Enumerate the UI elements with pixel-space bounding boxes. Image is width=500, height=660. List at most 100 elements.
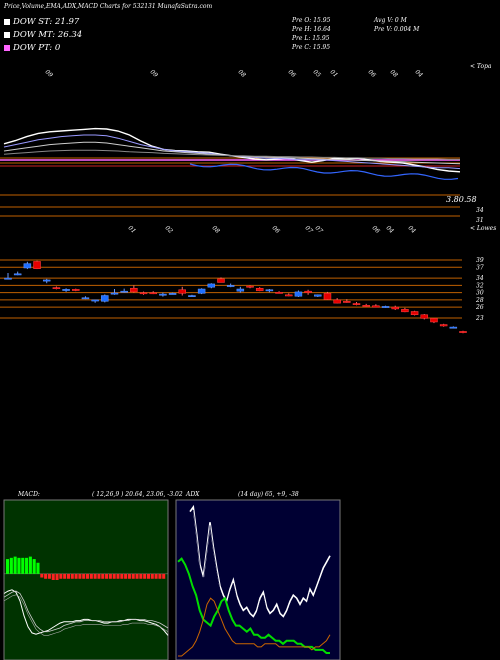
candle-body: [207, 283, 216, 288]
candle-body: [430, 318, 438, 323]
lower-date-label: 07: [314, 224, 324, 234]
candle-body: [459, 331, 467, 333]
candle-body: [439, 324, 448, 327]
lower-date-label: 06: [271, 224, 281, 234]
price-tick-label: 39: [476, 257, 484, 264]
macd-histogram-bar: [82, 573, 86, 579]
ema-line: [3, 149, 460, 160]
top-date-label: 01: [329, 68, 339, 78]
candle-body: [149, 292, 157, 295]
quote-close: Pre C: 15.95: [292, 44, 331, 51]
candle-body: [343, 301, 351, 303]
macd-histogram-bar: [93, 573, 97, 579]
candle-body: [62, 289, 70, 291]
top-date-label: 09: [149, 68, 159, 78]
macd-histogram-bar: [89, 573, 93, 579]
lower-date-label: 07: [304, 224, 314, 234]
price-tick-label: 23: [475, 315, 484, 322]
top-date-label: 08: [237, 68, 247, 78]
macd-histogram-bar: [74, 573, 78, 579]
top-price-label: 3.80.58: [446, 195, 477, 204]
lower-date-label: 02: [164, 224, 174, 234]
macd-histogram-bar: [108, 573, 112, 579]
candle-body: [188, 295, 196, 297]
macd-histogram-bar: [124, 573, 128, 579]
price-tick-label: 37: [476, 264, 484, 271]
candle-body: [275, 292, 283, 294]
macd-line: [3, 589, 169, 636]
candle-body: [381, 306, 390, 308]
price-tick-label: 30: [476, 290, 484, 297]
macd-histogram-bar: [135, 573, 139, 579]
macd-histogram-bar: [70, 573, 74, 579]
macd-histogram-bar: [55, 573, 59, 580]
macd-histogram-bar: [40, 573, 44, 578]
top-date-label: 09: [44, 68, 54, 78]
quote-open: Pre O: 15.95: [292, 17, 331, 24]
candle-body: [236, 288, 245, 292]
candle-body: [410, 311, 419, 315]
candle-body: [217, 278, 225, 283]
macd-histogram-bar: [51, 573, 55, 580]
macd-histogram-bar: [6, 559, 10, 574]
dow-mt: DOW MT: 26.34: [4, 30, 82, 40]
top-date-label: 08: [389, 68, 399, 78]
top-level-2: 31: [476, 217, 484, 224]
macd-histogram-bar: [36, 562, 40, 574]
macd-histogram-bar: [63, 573, 67, 579]
macd-histogram-bar: [47, 573, 51, 579]
quote-avg-volume: Avg V: 0 M: [374, 17, 407, 24]
candle-body: [178, 289, 187, 294]
candle-body: [72, 289, 80, 291]
price-tick-label: 34: [476, 275, 484, 282]
macd-histogram-bar: [105, 573, 109, 579]
macd-histogram-bar: [17, 557, 21, 574]
adx-line: [189, 504, 331, 618]
candle-body: [314, 294, 322, 297]
candle-body: [246, 285, 254, 288]
candle-body: [4, 277, 12, 280]
candle-body: [420, 314, 429, 319]
adx-line-inner: [189, 509, 331, 620]
candle-body: [110, 292, 119, 295]
macd-histogram-bar: [78, 573, 82, 579]
candle-body: [33, 261, 41, 269]
ema-blue-line: [189, 163, 459, 180]
macd-histogram-bar: [112, 573, 116, 579]
macd-histogram-bar: [13, 556, 17, 574]
ema-line: [3, 134, 461, 170]
adx-label: ADX: [186, 491, 200, 498]
candle-body: [333, 299, 341, 304]
lower-date-label: 04: [407, 224, 417, 234]
macd-signal-line-2: [3, 594, 169, 636]
candle-body: [294, 291, 303, 297]
dow-pt-label: DOW PT: 0: [13, 43, 61, 53]
dow-pt: DOW PT: 0: [4, 43, 60, 53]
top-date-label: 04: [414, 68, 424, 78]
macd-histogram-bar: [158, 573, 162, 579]
candle-body: [323, 293, 332, 300]
macd-params: ( 12,26,9 ) 20.64, 23.06, -3.02: [92, 491, 183, 498]
macd-histogram-bar: [143, 573, 147, 579]
macd-histogram-bar: [59, 573, 63, 579]
lower-panel-label: < Lowes: [470, 225, 497, 232]
quote-prev-volume: Pre V: 0.004 M: [374, 26, 420, 33]
price-tick-label: 28: [475, 297, 484, 304]
adx-params: (14 day) 65, +9, -38: [238, 491, 299, 498]
macd-panel-bg: [3, 499, 169, 660]
macd-histogram-bar: [9, 557, 13, 574]
top-date-label: 06: [367, 68, 377, 78]
dow-st-label: DOW ST: 21.97: [13, 17, 80, 27]
candle-body: [362, 305, 370, 307]
macd-histogram-bar: [44, 573, 48, 579]
macd-histogram-bar: [139, 573, 143, 579]
candle-body: [372, 305, 380, 308]
macd-histogram-bar: [25, 557, 29, 574]
macd-histogram-bar: [32, 559, 36, 574]
candle-body: [197, 288, 206, 294]
top-level-1: 34: [476, 207, 484, 214]
candle-body: [391, 306, 399, 310]
macd-histogram-bar: [150, 573, 154, 579]
lower-date-label: 01: [127, 224, 137, 234]
dow-mt-swatch: [4, 31, 10, 38]
